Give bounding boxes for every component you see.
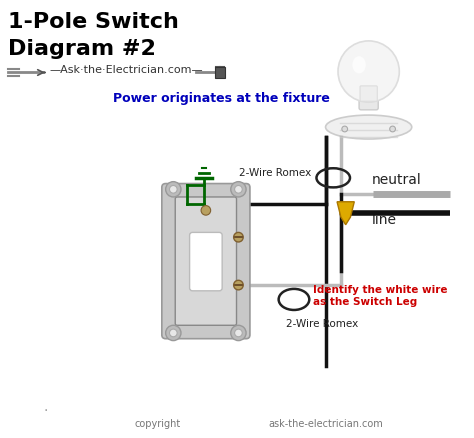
Circle shape	[170, 329, 177, 337]
Text: line: line	[372, 213, 397, 226]
Circle shape	[231, 325, 246, 341]
FancyBboxPatch shape	[359, 91, 378, 110]
Circle shape	[165, 325, 181, 341]
Circle shape	[235, 185, 242, 193]
FancyBboxPatch shape	[162, 184, 250, 339]
Text: 2-Wire Romex: 2-Wire Romex	[286, 318, 358, 328]
FancyBboxPatch shape	[216, 67, 225, 78]
Text: Diagram #2: Diagram #2	[8, 39, 155, 59]
Text: neutral: neutral	[372, 173, 421, 187]
FancyBboxPatch shape	[360, 86, 377, 101]
Ellipse shape	[326, 115, 412, 139]
Circle shape	[342, 126, 347, 132]
Text: copyright: copyright	[134, 419, 180, 429]
Circle shape	[231, 182, 246, 197]
Circle shape	[234, 280, 243, 290]
Circle shape	[201, 205, 210, 215]
FancyBboxPatch shape	[190, 233, 222, 291]
Circle shape	[390, 126, 395, 132]
FancyBboxPatch shape	[175, 197, 237, 325]
Text: Identify the white wire
as the Switch Leg: Identify the white wire as the Switch Le…	[313, 285, 447, 307]
Ellipse shape	[352, 56, 366, 74]
Text: Power originates at the fixture: Power originates at the fixture	[113, 92, 330, 105]
Text: .: .	[43, 400, 47, 414]
Circle shape	[170, 185, 177, 193]
Text: ask-the-electrician.com: ask-the-electrician.com	[268, 419, 383, 429]
Circle shape	[234, 233, 243, 242]
Polygon shape	[337, 202, 354, 225]
Circle shape	[165, 182, 181, 197]
Text: 1-Pole Switch: 1-Pole Switch	[8, 12, 179, 32]
Circle shape	[338, 41, 399, 102]
Circle shape	[235, 329, 242, 337]
Text: —Ask·the·Electrician.com—: —Ask·the·Electrician.com—	[50, 65, 203, 75]
Text: 2-Wire Romex: 2-Wire Romex	[239, 168, 311, 178]
